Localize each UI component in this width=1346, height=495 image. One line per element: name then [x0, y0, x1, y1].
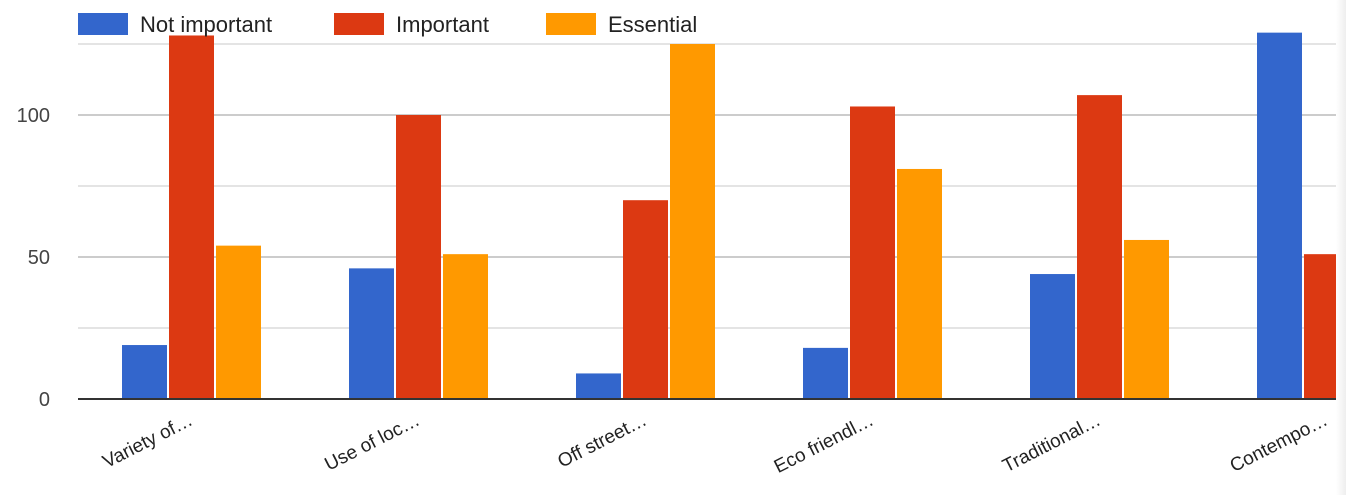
x-category-label: Eco friendl… — [771, 410, 877, 478]
y-tick-label: 0 — [39, 389, 50, 411]
bar — [216, 245, 261, 399]
bar — [623, 200, 668, 399]
bar — [443, 254, 488, 399]
bar — [396, 115, 441, 399]
y-tick-label: 100 — [17, 105, 50, 127]
bar — [169, 35, 214, 399]
legend-swatch — [334, 13, 384, 35]
bars — [122, 32, 1346, 400]
bar — [1124, 239, 1169, 399]
y-axis-ticks: 0 50 100 — [17, 105, 50, 411]
legend-swatch — [546, 13, 596, 35]
legend: Not important Important Essential — [78, 12, 697, 37]
bar — [122, 345, 167, 399]
x-category-label: Variety of… — [100, 410, 197, 473]
bar — [1030, 274, 1075, 399]
bar — [576, 373, 621, 399]
x-category-label: Use of loc… — [322, 410, 424, 476]
legend-label: Not important — [140, 12, 272, 37]
bar — [850, 106, 895, 399]
x-category-label: Contempo… — [1227, 410, 1332, 477]
bar — [897, 168, 942, 399]
legend-label: Important — [396, 12, 489, 37]
legend-swatch — [78, 13, 128, 35]
x-axis-labels: Variety of… Use of loc… Off street… Eco fri… — [100, 410, 1332, 478]
legend-label: Essential — [608, 12, 697, 37]
bar — [349, 268, 394, 399]
bar — [1077, 95, 1122, 400]
bar — [1257, 32, 1302, 399]
x-category-label: Traditional… — [999, 410, 1104, 477]
bar — [670, 44, 715, 399]
right-scroll-edge — [1336, 0, 1346, 495]
bar — [803, 347, 848, 399]
y-tick-label: 50 — [28, 247, 50, 269]
x-category-label: Off street… — [554, 410, 650, 473]
